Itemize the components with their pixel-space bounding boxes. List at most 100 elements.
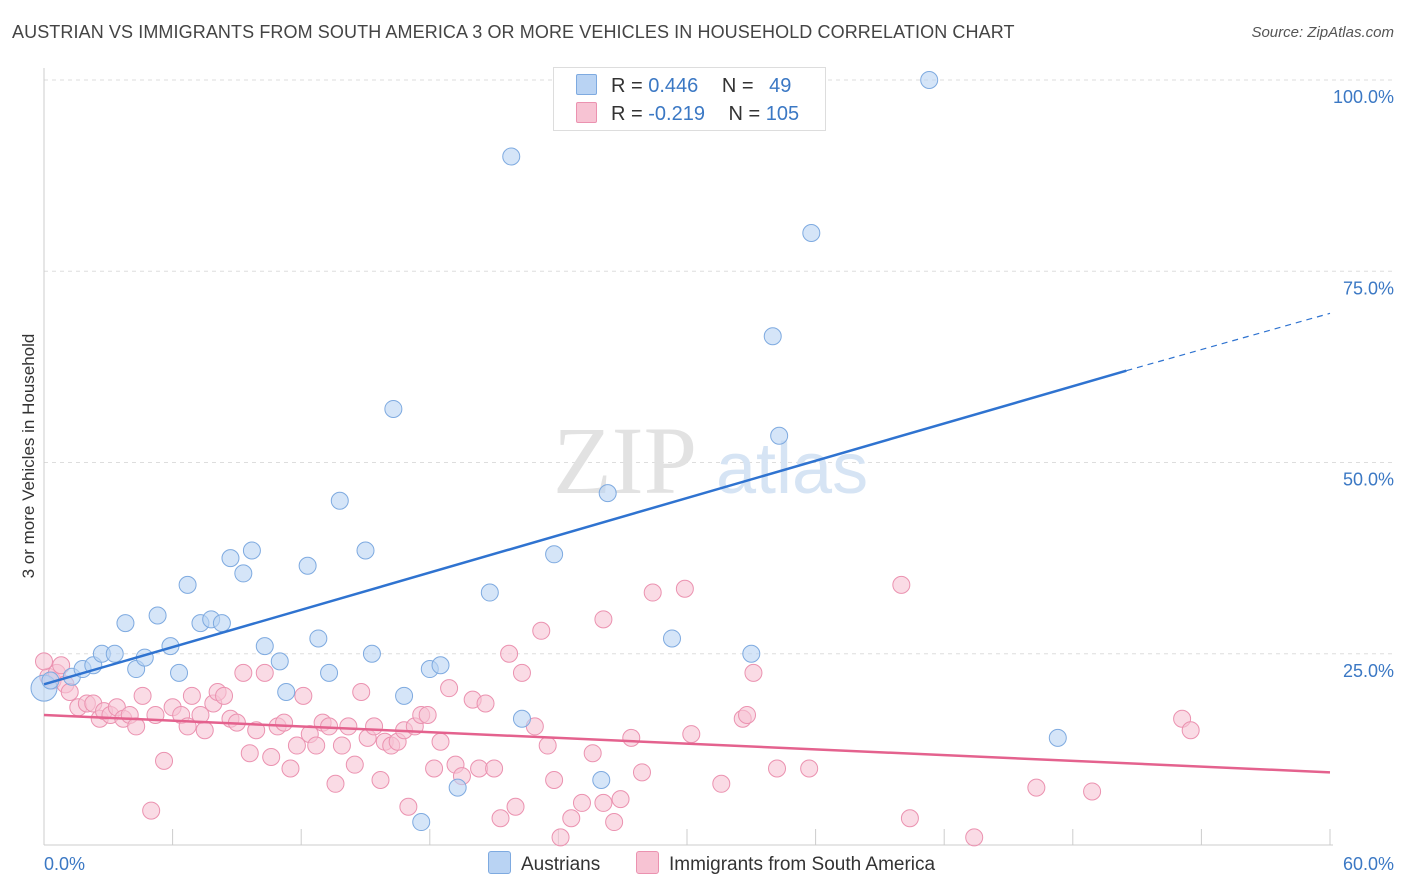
data-point-immigrants	[572, 793, 591, 812]
data-point-immigrants	[900, 809, 919, 828]
data-point-immigrants	[352, 683, 371, 701]
data-point-immigrants	[281, 759, 300, 778]
data-point-austrians	[802, 224, 821, 242]
x-axis-ticks	[172, 829, 1331, 845]
data-point-austrians	[770, 426, 789, 445]
trend-line-austrians-extension	[1126, 312, 1331, 372]
data-point-austrians	[221, 549, 240, 568]
data-point-immigrants	[506, 797, 525, 816]
y-tick-label: 75.0%	[1343, 278, 1394, 298]
data-point-immigrants	[594, 793, 613, 812]
data-point-immigrants	[532, 621, 551, 640]
source-credit: Source: ZipAtlas.com	[1251, 24, 1394, 41]
data-point-immigrants	[605, 813, 624, 832]
data-point-immigrants	[240, 744, 259, 763]
stats-legend: R = 0.446 N = 49 R = -0.219 N = 105	[553, 67, 826, 131]
data-point-immigrants	[594, 610, 613, 629]
legend-n-value: 105	[765, 103, 800, 125]
data-point-immigrants	[307, 736, 326, 755]
data-point-austrians	[412, 813, 431, 832]
data-point-immigrants	[133, 686, 152, 705]
data-point-immigrants	[60, 683, 79, 701]
data-point-immigrants	[675, 579, 694, 598]
data-point-immigrants	[470, 759, 489, 778]
data-point-austrians	[277, 683, 296, 701]
data-point-immigrants	[744, 663, 763, 682]
data-point-immigrants	[800, 759, 819, 778]
data-point-austrians	[309, 629, 328, 648]
data-point-austrians	[320, 663, 339, 682]
data-point-immigrants	[425, 759, 444, 778]
legend-r-value: -0.219	[648, 103, 705, 125]
data-point-austrians	[384, 399, 403, 418]
data-point-immigrants	[418, 705, 437, 724]
data-point-immigrants	[155, 751, 174, 770]
y-axis-label: 3 or more Vehicles in Household	[19, 334, 38, 579]
data-point-immigrants	[294, 686, 313, 705]
series-pink-points	[35, 575, 1200, 847]
y-tick-labels: 100.0% 75.0% 50.0% 25.0%	[1333, 87, 1394, 681]
data-point-austrians	[178, 575, 197, 594]
data-point-immigrants	[632, 763, 651, 782]
legend-swatch-blue	[576, 74, 597, 95]
x-tick-label-max: 60.0%	[1343, 854, 1394, 874]
data-point-immigrants	[485, 759, 504, 778]
data-point-austrians	[598, 484, 617, 503]
data-point-immigrants	[712, 774, 731, 793]
legend-n-label: N =	[728, 103, 761, 125]
y-tick-label: 25.0%	[1343, 661, 1394, 681]
data-point-immigrants	[611, 790, 630, 809]
data-point-austrians	[448, 778, 467, 797]
data-point-austrians	[1048, 728, 1067, 747]
data-point-immigrants	[476, 694, 495, 713]
data-point-austrians	[592, 770, 611, 789]
data-point-austrians	[298, 556, 317, 575]
chart-title: AUSTRIAN VS IMMIGRANTS FROM SOUTH AMERIC…	[12, 22, 1015, 42]
data-point-immigrants	[275, 713, 294, 732]
trend-line-immigrants	[43, 713, 1331, 774]
data-point-austrians	[234, 564, 253, 583]
legend-n-value: 49	[769, 75, 792, 97]
data-point-austrians	[763, 327, 782, 346]
data-point-immigrants	[142, 801, 161, 820]
data-point-austrians	[356, 541, 375, 560]
watermark: ZIP atlas	[553, 407, 868, 514]
data-point-immigrants	[247, 721, 266, 740]
y-tick-label: 100.0%	[1333, 87, 1394, 107]
data-point-immigrants	[1181, 721, 1200, 740]
data-point-immigrants	[215, 686, 234, 705]
trend-line-austrians	[43, 369, 1127, 686]
data-point-austrians	[148, 606, 167, 625]
data-point-austrians	[512, 709, 531, 728]
legend-swatch-blue	[488, 851, 511, 874]
legend-swatch-pink	[636, 851, 659, 874]
data-point-austrians	[212, 614, 231, 633]
data-point-immigrants	[326, 774, 345, 793]
legend-r-value: 0.446	[648, 75, 699, 97]
legend-swatch-pink	[576, 102, 597, 123]
data-point-immigrants	[738, 705, 757, 724]
data-point-austrians	[170, 663, 189, 682]
data-point-immigrants	[35, 652, 53, 671]
data-point-austrians	[270, 652, 289, 671]
data-point-immigrants	[332, 736, 351, 755]
data-point-immigrants	[234, 663, 253, 682]
data-point-immigrants	[399, 797, 418, 816]
data-point-austrians	[502, 147, 521, 166]
data-point-immigrants	[431, 732, 450, 751]
data-point-immigrants	[287, 736, 306, 755]
trend-lines	[43, 312, 1331, 774]
data-point-austrians	[431, 656, 450, 675]
data-point-immigrants	[500, 644, 519, 663]
legend-n-label: N =	[721, 75, 754, 97]
data-point-austrians	[330, 491, 349, 510]
data-point-immigrants	[562, 809, 581, 828]
data-point-austrians	[545, 545, 564, 564]
data-point-austrians	[362, 644, 381, 663]
legend-item-austrians: Austrians	[488, 851, 600, 876]
legend-row-austrians: R = 0.446 N = 49	[576, 74, 791, 100]
data-point-immigrants	[1083, 782, 1102, 801]
data-point-immigrants	[682, 725, 701, 744]
data-point-immigrants	[1027, 778, 1046, 797]
data-point-immigrants	[339, 717, 358, 736]
